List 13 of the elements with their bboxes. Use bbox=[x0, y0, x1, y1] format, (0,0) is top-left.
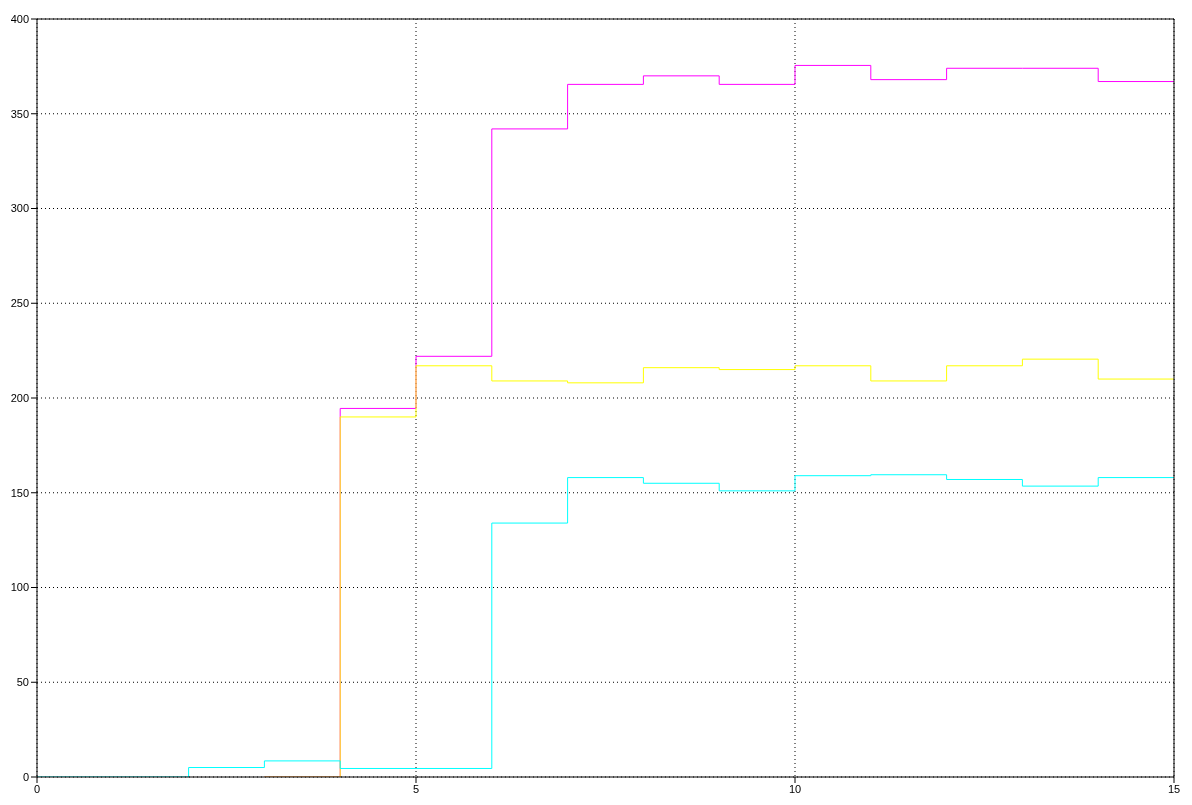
x-tick-label: 0 bbox=[33, 782, 41, 795]
y-tick-label: 250 bbox=[10, 297, 29, 310]
y-tick-label: 350 bbox=[10, 107, 29, 120]
y-tick-label: 400 bbox=[10, 12, 29, 25]
y-tick-label: 150 bbox=[10, 486, 29, 499]
y-tick-label: 50 bbox=[16, 676, 29, 689]
y-tick-label: 0 bbox=[22, 770, 29, 783]
x-tick-label: 5 bbox=[412, 782, 420, 795]
y-tick-label: 300 bbox=[10, 202, 29, 215]
x-tick-label: 10 bbox=[788, 782, 802, 795]
y-tick-label: 200 bbox=[10, 391, 29, 404]
y-tick-label: 100 bbox=[10, 581, 29, 594]
x-tick-label: 15 bbox=[1167, 782, 1181, 795]
